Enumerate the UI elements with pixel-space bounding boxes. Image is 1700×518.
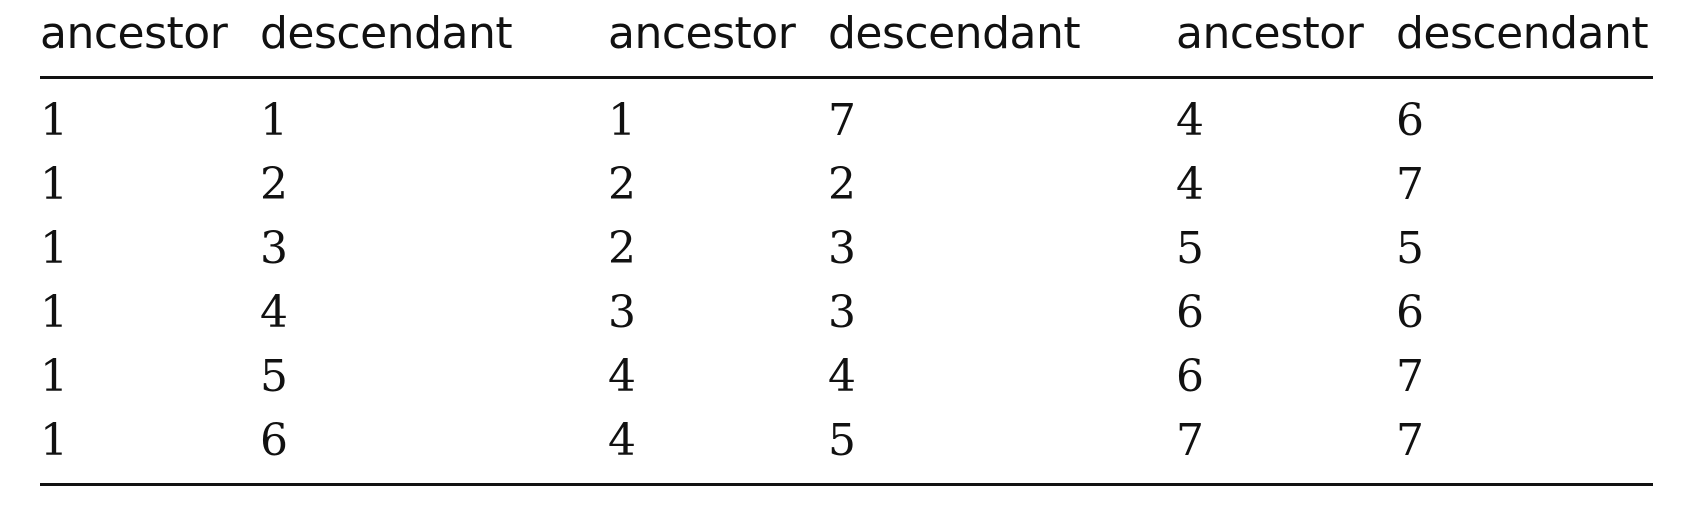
table-cell: 1 [40,351,68,402]
table-cell: 6 [1176,351,1204,402]
table-row: 1 4 3 3 6 6 [40,281,1653,345]
table-cell: 5 [828,415,856,466]
table-cell: 2 [608,159,636,210]
column-header-ancestor-1: ancestor [40,8,228,59]
column-header-ancestor-2: ancestor [608,8,796,59]
table-cell: 2 [608,223,636,274]
table-body: 1 1 1 7 4 6 1 2 2 2 4 7 1 3 2 3 5 5 1 4 … [40,79,1653,486]
table-cell: 2 [260,159,288,210]
table-cell: 7 [1176,415,1204,466]
table-cell: 7 [828,95,856,146]
table-row: 1 6 4 5 7 7 [40,409,1653,473]
column-header-descendant-3: descendant [1396,8,1649,59]
table-cell: 6 [1176,287,1204,338]
table-cell: 5 [260,351,288,402]
table-row: 1 1 1 7 4 6 [40,89,1653,153]
table-cell: 7 [1396,415,1424,466]
table-bottom-rule [40,483,1653,486]
table-cell: 4 [608,415,636,466]
table-cell: 4 [260,287,288,338]
table-cell: 1 [40,95,68,146]
table-cell: 1 [608,95,636,146]
column-header-descendant-1: descendant [260,8,513,59]
table-row: 1 3 2 3 5 5 [40,217,1653,281]
table-cell: 7 [1396,351,1424,402]
table-cell: 5 [1396,223,1424,274]
table-cell: 6 [260,415,288,466]
column-header-ancestor-3: ancestor [1176,8,1364,59]
table-cell: 4 [828,351,856,402]
table-cell: 6 [1396,287,1424,338]
table-row: 1 2 2 2 4 7 [40,153,1653,217]
table-header-row: ancestor descendant ancestor descendant … [40,0,1653,79]
table-cell: 6 [1396,95,1424,146]
table-cell: 7 [1396,159,1424,210]
table-cell: 1 [40,223,68,274]
table-cell: 3 [828,223,856,274]
table-cell: 4 [608,351,636,402]
table-cell: 3 [608,287,636,338]
table-row: 1 5 4 4 6 7 [40,345,1653,409]
table-cell: 2 [828,159,856,210]
table-cell: 4 [1176,95,1204,146]
table-cell: 5 [1176,223,1204,274]
table-cell: 1 [40,287,68,338]
table-cell: 3 [260,223,288,274]
column-header-descendant-2: descendant [828,8,1081,59]
table-cell: 1 [40,159,68,210]
table-cell: 1 [260,95,288,146]
table-cell: 3 [828,287,856,338]
closure-table: ancestor descendant ancestor descendant … [40,0,1653,486]
table-cell: 1 [40,415,68,466]
table-cell: 4 [1176,159,1204,210]
